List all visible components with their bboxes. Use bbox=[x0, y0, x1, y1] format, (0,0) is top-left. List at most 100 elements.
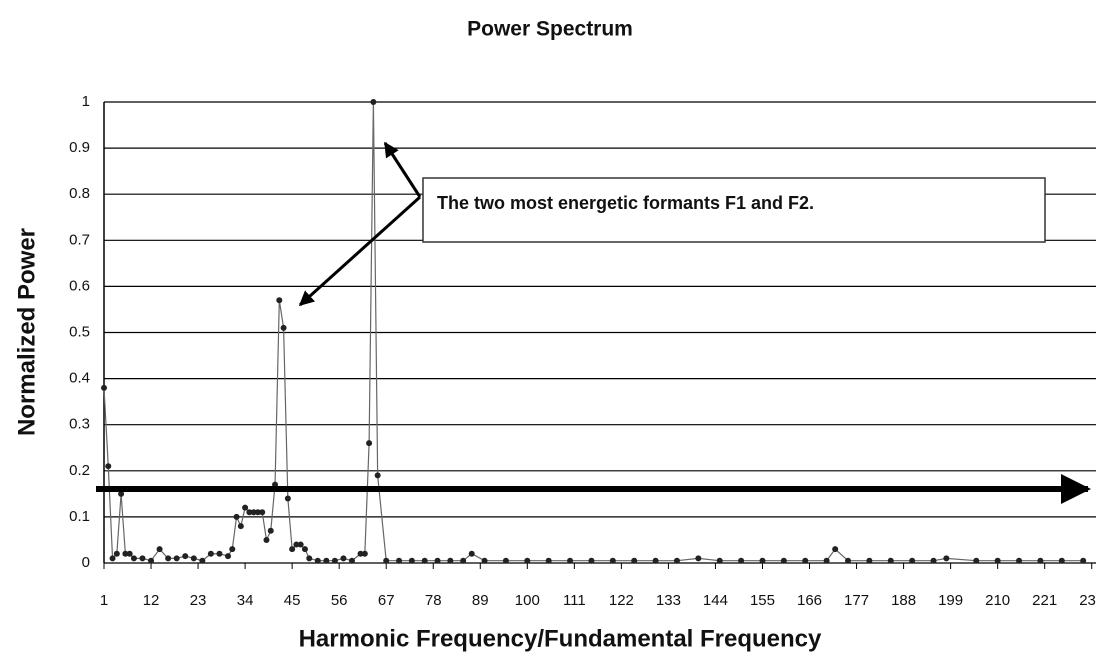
data-point bbox=[930, 557, 937, 564]
data-point bbox=[306, 555, 313, 562]
annotation-box bbox=[422, 177, 1046, 243]
y-tick-label: 0.3 bbox=[69, 416, 90, 433]
data-point bbox=[276, 297, 283, 304]
data-point bbox=[130, 555, 137, 562]
data-point bbox=[434, 557, 441, 564]
x-tick-label: 111 bbox=[563, 592, 586, 609]
data-point bbox=[105, 463, 112, 470]
data-point bbox=[481, 557, 488, 564]
data-point bbox=[652, 557, 659, 564]
y-tick-label: 0.7 bbox=[69, 231, 90, 248]
x-tick-label: 78 bbox=[425, 592, 442, 609]
x-tick-label: 166 bbox=[797, 592, 822, 609]
data-point bbox=[242, 504, 249, 511]
data-point bbox=[165, 555, 172, 562]
plot-area: 0 0.1 0.2 0.3 0.4 0.5 0.6 0.7 0.8 0.9 1 1 12 23 34 45 56… bbox=[69, 93, 1096, 609]
x-tick-label: 45 bbox=[284, 592, 301, 609]
data-point bbox=[361, 550, 368, 557]
data-point bbox=[280, 324, 287, 331]
data-point bbox=[370, 99, 377, 105]
data-point bbox=[1058, 557, 1065, 564]
data-point bbox=[207, 550, 214, 557]
x-tick-label: 122 bbox=[609, 592, 634, 609]
data-point bbox=[1080, 557, 1087, 564]
data-point bbox=[237, 523, 244, 530]
x-tick-label: 144 bbox=[703, 592, 728, 609]
data-point bbox=[246, 509, 253, 516]
data-point bbox=[225, 553, 231, 560]
y-tick-label: 0.1 bbox=[69, 508, 90, 525]
x-tick-label: 232 bbox=[1079, 592, 1096, 609]
y-tick-label: 0 bbox=[82, 554, 90, 571]
data-point bbox=[113, 550, 120, 557]
chart-title: Power Spectrum bbox=[467, 18, 633, 41]
data-point bbox=[545, 557, 552, 564]
data-point bbox=[832, 546, 839, 553]
data-point bbox=[366, 440, 373, 447]
data-point bbox=[250, 509, 257, 516]
x-tick-label: 1 bbox=[100, 592, 108, 609]
data-point bbox=[233, 513, 240, 520]
data-point bbox=[289, 546, 296, 553]
data-point bbox=[567, 557, 574, 564]
data-point bbox=[122, 550, 129, 557]
data-point bbox=[738, 557, 745, 564]
data-point bbox=[109, 555, 116, 562]
data-point bbox=[323, 557, 330, 564]
y-tick-label: 0.5 bbox=[69, 323, 90, 340]
data-point bbox=[267, 527, 274, 534]
arrow bbox=[383, 141, 422, 198]
data-point bbox=[156, 546, 163, 553]
data-point bbox=[447, 557, 454, 564]
data-point bbox=[229, 546, 236, 553]
x-tick-label: 210 bbox=[985, 592, 1010, 609]
annotation: The two most energetic formants F1 and F… bbox=[437, 193, 814, 213]
data-point bbox=[284, 495, 291, 502]
data-point bbox=[609, 557, 616, 564]
y-tick-label: 0.4 bbox=[69, 370, 90, 387]
data-point bbox=[182, 553, 189, 560]
data-point bbox=[126, 550, 133, 557]
x-tick-label: 89 bbox=[472, 592, 489, 609]
x-tick-label: 199 bbox=[938, 592, 963, 609]
data-point bbox=[148, 557, 155, 564]
data-point bbox=[254, 509, 261, 516]
x-tick-label: 221 bbox=[1032, 592, 1057, 609]
y-tick-label: 0.8 bbox=[69, 185, 90, 202]
data-point bbox=[524, 557, 531, 564]
data-point bbox=[716, 557, 723, 564]
x-tick-label: 188 bbox=[891, 592, 916, 609]
data-point bbox=[199, 557, 206, 564]
data-point bbox=[887, 557, 894, 564]
data-point bbox=[263, 536, 270, 543]
data-point bbox=[866, 557, 873, 564]
data-point bbox=[780, 557, 787, 564]
data-point bbox=[943, 555, 950, 562]
data-point bbox=[293, 541, 300, 548]
data-point bbox=[357, 550, 364, 557]
data-point bbox=[695, 555, 702, 562]
data-point bbox=[845, 557, 851, 564]
data-point bbox=[374, 472, 381, 479]
data-point bbox=[331, 557, 338, 564]
data-point bbox=[468, 550, 475, 557]
data-point bbox=[994, 557, 1001, 564]
data-point bbox=[909, 557, 916, 564]
data-point bbox=[673, 557, 680, 564]
data-point bbox=[588, 557, 595, 564]
data-point bbox=[340, 555, 347, 562]
data-point bbox=[118, 490, 125, 497]
x-tick-label: 133 bbox=[656, 592, 681, 609]
data-point bbox=[383, 557, 390, 564]
data-point bbox=[460, 557, 467, 564]
x-tick-label: 67 bbox=[378, 592, 395, 609]
data-point bbox=[759, 557, 766, 564]
y-axis-label: Normalized Power bbox=[13, 228, 40, 436]
data-point bbox=[802, 557, 809, 564]
x-axis-label: Harmonic Frequency/Fundamental Frequency bbox=[299, 625, 822, 652]
data-point bbox=[173, 555, 180, 562]
data-point bbox=[1016, 557, 1023, 564]
data-point bbox=[502, 557, 509, 564]
data-point bbox=[314, 557, 321, 564]
